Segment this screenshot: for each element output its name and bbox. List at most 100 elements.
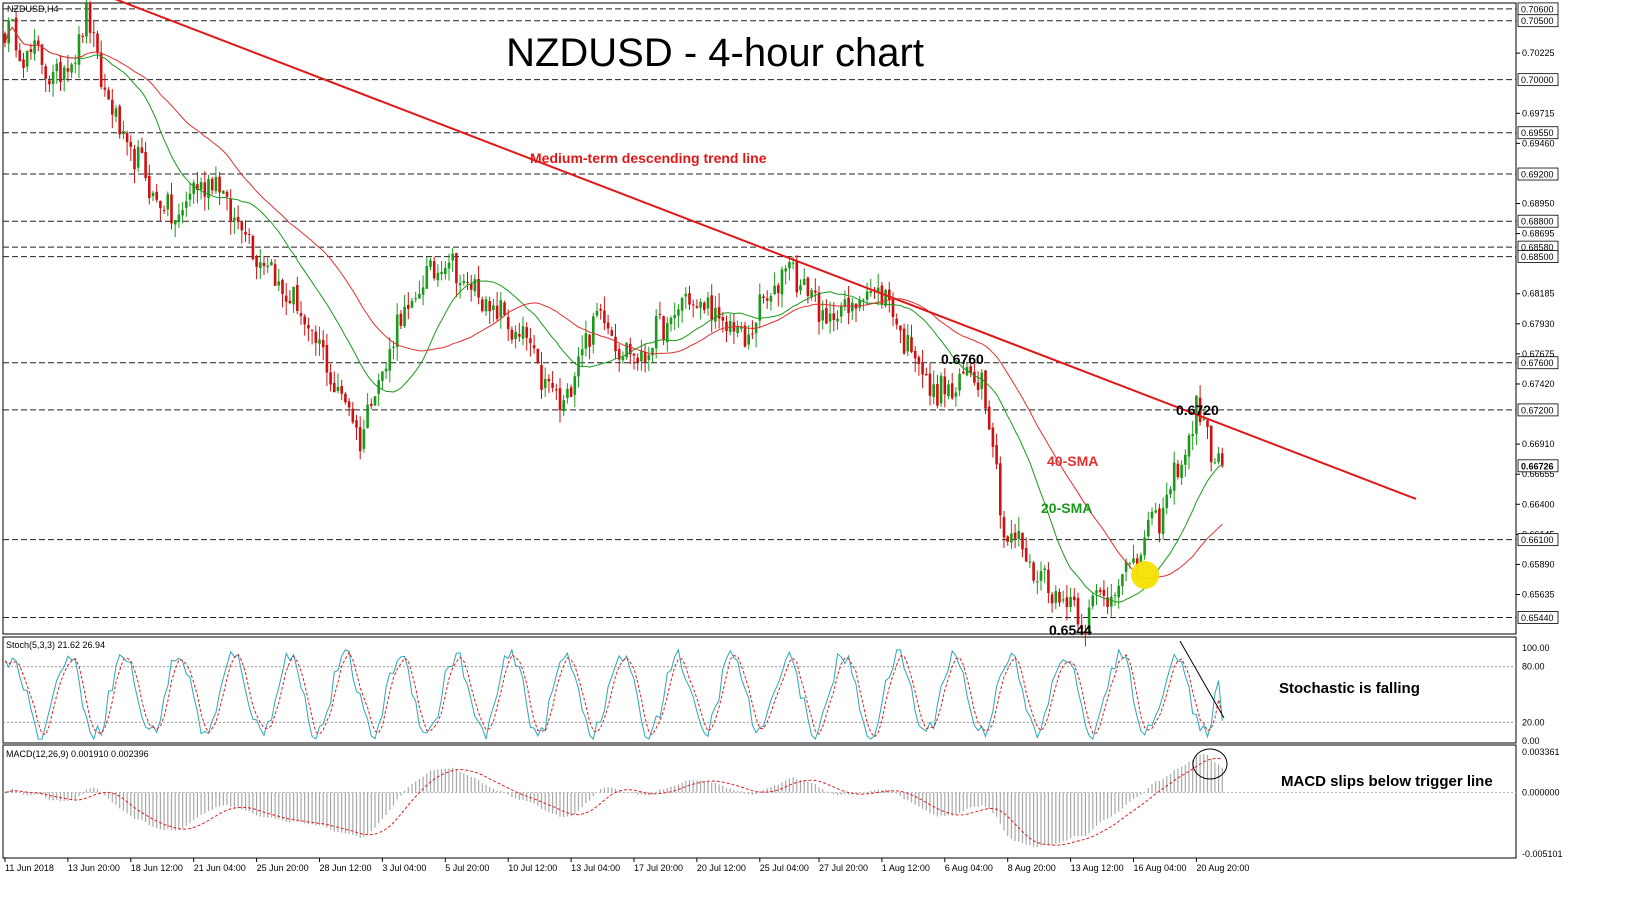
candle-body-84 [314,331,318,344]
candle-body-32 [122,131,125,135]
time-label-8: 10 Jul 12:00 [508,863,557,873]
candle-body-312 [1158,508,1161,534]
candle-body-156 [580,349,584,356]
candle-body-192 [714,307,717,322]
candle-body-321 [1191,434,1194,437]
candle-body-261 [969,366,972,374]
candle-body-202 [751,333,754,335]
candle-body-38 [144,151,147,178]
candle-body-223 [828,313,832,322]
candle-body-279 [1036,581,1039,583]
candle-body-308 [1143,537,1146,556]
candle-body-165 [614,336,617,352]
stoch-axis-label-2: 20.00 [1522,717,1545,727]
candle-body-85 [318,339,321,344]
stoch-axis-label-0: 100.00 [1522,643,1550,653]
candle-body-64 [240,221,244,231]
time-label-3: 21 Jun 04:00 [194,863,246,873]
candle-body-314 [1165,494,1169,509]
candle-body-258 [958,373,961,391]
candle-body-289 [1073,596,1076,601]
candle-body-172 [640,350,643,362]
time-axis: 11 Jun 2018 13 Jun 20:00 18 Jun 12:00 21 Ju… [4,858,1249,873]
symbol-label: NZDUSD,H4 [7,4,59,14]
candle-body-291 [1080,625,1083,629]
candle-body-290 [1076,597,1080,625]
price-tick-label-2: 0.69460 [1522,138,1555,148]
candle-body-213 [791,262,795,264]
candle-body-71 [266,265,269,267]
candle-body-48 [181,210,184,216]
candle-body-188 [699,301,702,308]
candle-body-214 [795,260,799,293]
candle-body-159 [592,316,595,345]
price-tick-label-8: 0.67420 [1522,379,1555,389]
candle-body-36 [136,146,140,168]
candle-body-9 [37,40,40,46]
candle-body-51 [192,182,195,194]
candle-body-232 [862,299,865,301]
candle-body-11 [44,66,47,79]
candle-body-26 [99,52,103,87]
candle-body-229 [851,302,854,312]
candle-body-86 [321,339,325,348]
candle-body-157 [584,333,588,349]
candle-body-119 [444,267,447,275]
candle-body-177 [658,313,662,315]
candle-body-280 [1039,571,1043,581]
candle-body-68 [255,256,258,267]
candle-body-315 [1169,489,1172,495]
candle-body-238 [884,289,887,306]
candle-body-313 [1161,507,1165,534]
candle-body-146 [543,379,547,388]
candle-body-191 [710,295,713,321]
candle-body-98 [366,404,369,428]
candle-body-293 [1087,607,1091,635]
candle-body-130 [484,299,488,312]
candle-body-66 [247,234,251,236]
candle-body-169 [629,343,632,355]
sma20-line [4,26,1223,603]
price-marker-label-0: 0.70600 [1521,4,1554,14]
candle-body-264 [980,372,984,389]
stochastic-layer: 100.00 80.00 20.00 0.00 [3,640,1550,746]
time-label-18: 16 Aug 04:00 [1134,863,1187,873]
price-marker-label-3: 0.69550 [1521,128,1554,138]
candle-body-262 [973,371,976,383]
candle-body-265 [984,370,987,409]
candle-body-234 [869,291,873,293]
macd-axis-label-0: 0.003361 [1522,747,1560,757]
candle-body-271 [1006,536,1009,542]
candle-body-59 [222,190,225,194]
candle-body-233 [865,291,869,300]
time-label-7: 5 Jul 20:00 [445,863,489,873]
candle-body-25 [96,33,99,54]
candle-body-132 [492,305,495,311]
candle-body-309 [1147,519,1150,537]
candle-body-131 [488,301,491,312]
stochastic-panel-frame [2,636,1517,744]
candle-body-17 [66,68,70,72]
macd-header: MACD(12,26,9) 0.001910 0.002396 [6,749,149,759]
candle-body-18 [70,64,73,73]
candle-body-73 [273,264,277,286]
candle-body-245 [910,337,913,353]
candle-body-76 [284,295,288,302]
time-label-5: 28 Jun 12:00 [320,863,372,873]
price-tick-label-0: 0.70225 [1522,48,1555,58]
candle-body-19 [74,62,77,64]
candle-body-294 [1091,595,1095,607]
candle-body-277 [1028,561,1032,563]
candle-body-316 [1172,462,1176,491]
candle-body-186 [691,304,695,306]
price-tick-label-3: 0.68950 [1522,199,1555,209]
candle-body-327 [1213,462,1217,464]
candle-body-317 [1176,463,1180,478]
candle-body-180 [669,317,673,325]
candle-body-176 [654,315,658,349]
candle-body-58 [218,176,221,193]
candle-body-81 [303,316,306,325]
candle-body-0 [3,33,7,43]
candle-body-95 [355,420,358,428]
candle-body-20 [77,34,81,65]
